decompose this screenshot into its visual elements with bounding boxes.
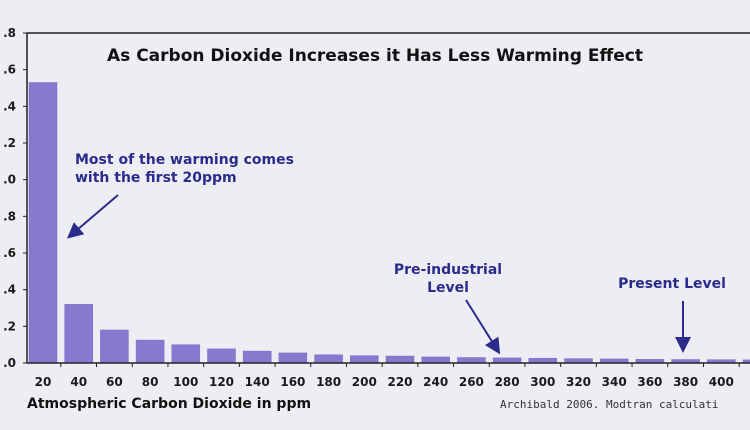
bar-120 — [207, 348, 236, 364]
x-tick-label: 400 — [709, 375, 734, 389]
x-tick-label: 240 — [423, 375, 448, 389]
y-tick-label: .6 — [3, 63, 16, 77]
x-tick-label: 260 — [459, 375, 484, 389]
bar-240 — [421, 356, 450, 364]
bar-200 — [350, 355, 379, 364]
bar-140 — [242, 350, 272, 364]
bar-100 — [171, 344, 201, 364]
x-tick-label: 80 — [142, 375, 159, 389]
y-tick-label: .8 — [3, 26, 16, 40]
credit-text: Archibald 2006. Modtran calculati — [500, 398, 719, 411]
bar-280 — [492, 357, 522, 364]
y-tick-label: .4 — [3, 99, 16, 113]
y-tick-label: .6 — [3, 246, 16, 260]
bar-4 — [742, 359, 750, 364]
bar-40 — [64, 304, 93, 364]
x-tick-label: 140 — [245, 375, 270, 389]
x-tick-label: 300 — [530, 375, 555, 389]
annotation-arrow — [66, 194, 119, 239]
y-tick-label: .2 — [3, 319, 16, 333]
x-tick-label: 360 — [637, 375, 662, 389]
x-tick-label: 320 — [566, 375, 591, 389]
annotation-line: Present Level — [618, 276, 726, 292]
x-tick-label: 180 — [316, 375, 341, 389]
annotation-380: Present Level — [618, 276, 726, 292]
y-tick-label: .0 — [3, 356, 16, 370]
x-tick-label: 20 — [35, 375, 52, 389]
bar-260 — [457, 357, 486, 364]
annotation-line: Pre-industrial — [394, 262, 502, 278]
x-tick-label: 380 — [673, 375, 698, 389]
bar-80 — [135, 339, 165, 364]
annotation-280: Pre-industrial Level — [394, 262, 502, 296]
y-tick-label: .2 — [3, 136, 16, 150]
bar-60 — [100, 329, 129, 364]
x-tick-label: 220 — [387, 375, 412, 389]
x-tick-label: 280 — [495, 375, 520, 389]
x-tick-label: 100 — [173, 375, 198, 389]
x-tick-label: 200 — [352, 375, 377, 389]
bar-20 — [28, 82, 58, 364]
x-axis-label: Atmospheric Carbon Dioxide in ppm — [27, 396, 311, 412]
y-tick-label: .8 — [3, 209, 16, 223]
bar-160 — [278, 352, 308, 364]
y-tick-label: .0 — [3, 173, 16, 187]
annotation-line: Most of the warming comes — [75, 152, 294, 168]
bar-180 — [314, 354, 343, 364]
annotation-line: Level — [427, 280, 469, 296]
annotation-arrow — [465, 299, 501, 355]
x-tick-label: 60 — [106, 375, 123, 389]
annotation-20: Most of the warming comes with the first … — [75, 152, 294, 186]
bar-220 — [385, 355, 415, 364]
x-tick-label: 40 — [70, 375, 87, 389]
x-tick-label: 340 — [602, 375, 627, 389]
annotation-line: with the first 20ppm — [75, 170, 237, 186]
y-tick-label: .4 — [3, 283, 16, 297]
x-tick-label: 120 — [209, 375, 234, 389]
chart-title: As Carbon Dioxide Increases it Has Less … — [107, 46, 643, 66]
x-tick-label: 160 — [280, 375, 305, 389]
